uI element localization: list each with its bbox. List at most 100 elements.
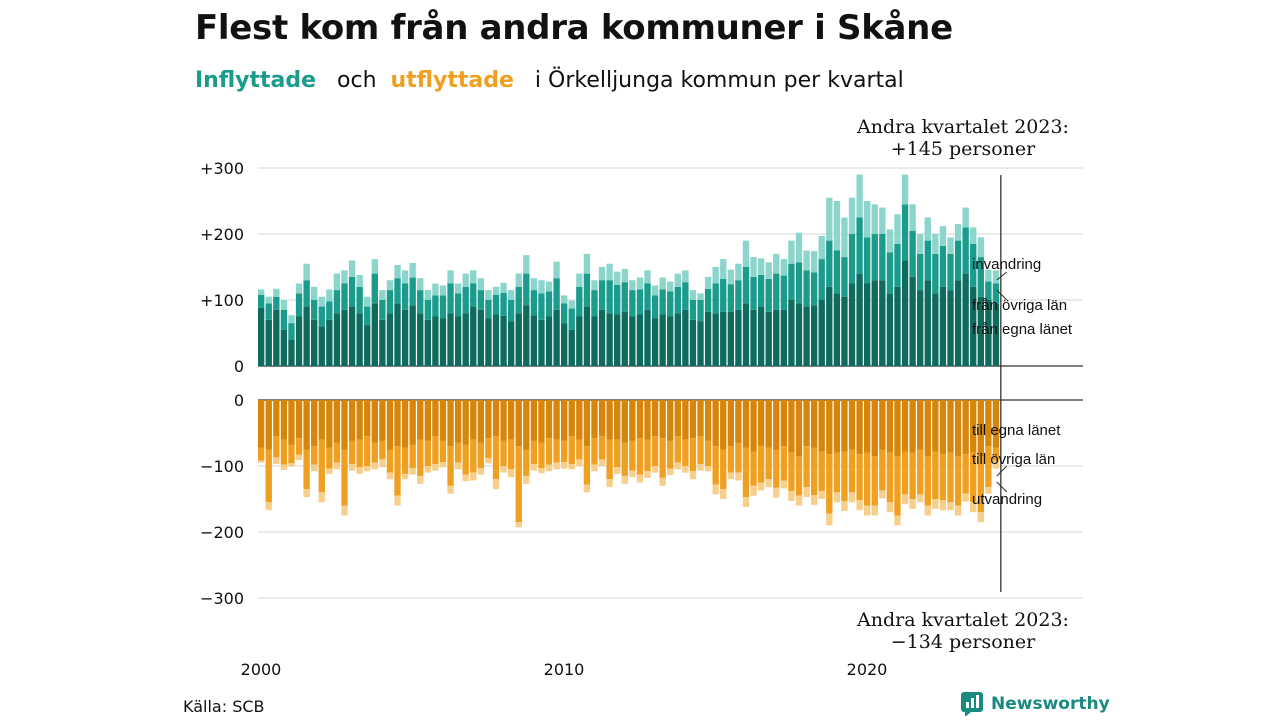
bar-out-segment <box>894 515 901 526</box>
bar-in-segment <box>727 311 734 366</box>
bar-in-segment <box>659 314 666 366</box>
bar-in-segment <box>280 329 288 366</box>
bar-in-segment <box>992 283 1000 304</box>
bars <box>258 174 1000 528</box>
bar-out-segment <box>682 439 689 466</box>
bar-out-segment <box>947 400 954 453</box>
bar-out-segment <box>462 474 469 482</box>
bar-out-segment <box>333 462 341 470</box>
bar-in-segment <box>704 276 712 289</box>
bar-in-segment <box>492 286 500 295</box>
bar-out-segment <box>614 439 621 468</box>
leader-line <box>996 465 1008 477</box>
bar-in-segment <box>401 309 409 366</box>
bar-in-segment <box>977 257 984 297</box>
bar-in-segment <box>742 267 750 304</box>
bar-in-segment <box>720 311 727 366</box>
bar-in-segment <box>788 263 795 300</box>
bar-in-segment <box>341 270 348 284</box>
bar-in-segment <box>273 296 280 310</box>
bar-out-segment <box>288 463 295 467</box>
bar-in-segment <box>432 316 439 366</box>
y-tick-label: +200 <box>200 225 244 244</box>
bar-in-segment <box>879 234 886 281</box>
bar-out-segment <box>462 400 469 445</box>
bar-out-segment <box>568 464 575 470</box>
bar-in-segment <box>720 278 727 312</box>
bar-out-segment <box>341 400 348 450</box>
bar-out-segment <box>409 444 416 468</box>
annotation-bottom-line2: −134 personer <box>891 631 1036 653</box>
bar-out-segment <box>924 456 931 506</box>
bar-in-segment <box>379 290 386 300</box>
bar-out-segment <box>417 475 424 484</box>
bar-in-segment <box>864 237 871 284</box>
bar-out-segment <box>500 466 507 473</box>
bar-out-segment <box>470 400 477 440</box>
bar-in-segment <box>773 253 780 274</box>
bar-in-segment <box>629 290 636 317</box>
bar-in-segment <box>735 263 742 281</box>
bar-out-segment <box>795 456 803 496</box>
bar-out-segment <box>545 438 553 465</box>
bar-in-segment <box>932 234 939 254</box>
bar-out-segment <box>432 436 439 465</box>
bar-out-segment <box>659 477 666 486</box>
bar-in-segment <box>924 217 931 241</box>
bar-in-segment <box>826 286 833 366</box>
bar-out-segment <box>591 438 598 465</box>
bar-in-segment <box>606 280 613 314</box>
bar-in-segment <box>295 283 303 294</box>
bar-out-segment <box>561 440 568 463</box>
bar-in-segment <box>909 230 916 277</box>
bar-out-segment <box>644 471 651 478</box>
bar-in-segment <box>629 280 636 291</box>
segment-label-in: invandring <box>972 256 1041 273</box>
bar-in-segment <box>985 269 992 282</box>
bar-in-segment <box>651 285 659 296</box>
bar-out-segment <box>795 495 803 506</box>
brand-logo[interactable]: Newsworthy <box>961 692 1110 716</box>
bar-in-segment <box>826 197 833 241</box>
bar-out-segment <box>697 400 704 437</box>
chart-title: Flest kom från andra kommuner i Skåne <box>195 8 953 48</box>
bar-out-segment <box>651 436 659 466</box>
bar-out-segment <box>470 472 477 481</box>
bar-in-segment <box>538 293 545 320</box>
bar-out-segment <box>818 400 825 452</box>
bar-out-segment <box>606 439 613 480</box>
bar-in-segment <box>712 267 719 284</box>
bar-in-segment <box>856 273 863 366</box>
bar-out-segment <box>901 494 909 505</box>
bar-out-segment <box>674 400 681 437</box>
bar-out-segment <box>826 513 833 526</box>
bar-in-segment <box>348 260 356 277</box>
bar-in-segment <box>939 245 947 287</box>
bar-in-segment <box>901 174 909 205</box>
bar-in-segment <box>424 290 431 300</box>
bar-out-segment <box>689 471 697 480</box>
bar-out-segment <box>394 495 401 506</box>
bar-out-segment <box>583 446 591 485</box>
bar-in-segment <box>288 315 295 324</box>
bar-out-segment <box>644 400 651 440</box>
bar-in-segment <box>856 217 863 274</box>
bar-out-segment <box>712 484 719 495</box>
bar-in-segment <box>341 309 348 366</box>
annotation-top-line2: +145 personer <box>891 138 1036 160</box>
bar-in-segment <box>348 306 356 366</box>
bar-out-segment <box>871 400 878 457</box>
bar-out-segment <box>720 400 727 450</box>
bar-out-segment <box>970 400 977 453</box>
bar-in-segment <box>280 309 288 330</box>
bar-out-segment <box>538 400 545 443</box>
bar-in-segment <box>977 296 984 366</box>
bar-in-segment <box>507 300 515 322</box>
bar-out-segment <box>629 440 636 471</box>
bar-out-segment <box>303 489 310 498</box>
bar-in-segment <box>689 300 697 320</box>
bar-in-segment <box>288 339 295 366</box>
bar-out-segment <box>507 439 515 470</box>
bar-in-segment <box>765 262 772 279</box>
bar-out-segment <box>954 456 962 506</box>
